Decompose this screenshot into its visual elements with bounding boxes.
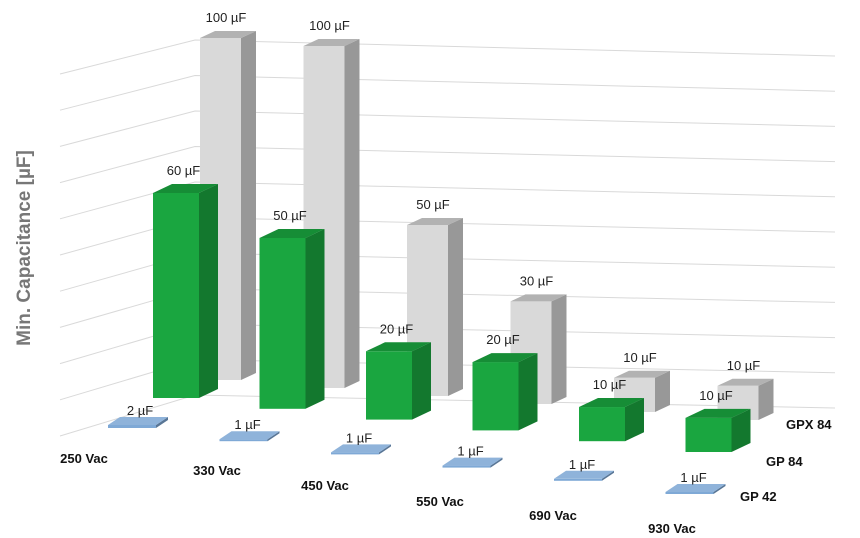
- data-label: 1 µF: [457, 444, 483, 459]
- series-label: GP 84: [766, 454, 803, 469]
- bar-front: [220, 439, 268, 441]
- data-label: 20 µF: [486, 332, 520, 347]
- bar-side: [241, 31, 256, 380]
- bar-side: [199, 184, 218, 398]
- data-label: 60 µF: [167, 163, 201, 178]
- data-label: 50 µF: [416, 197, 450, 212]
- bar-side: [412, 342, 431, 419]
- bar-front: [260, 238, 306, 409]
- series-labels: GPX 84 GP 84 GP 42: [740, 417, 832, 504]
- bar-front: [153, 193, 199, 398]
- data-label: 1 µF: [234, 417, 260, 432]
- category-label: 330 Vac: [193, 463, 241, 478]
- bar-gp-84: [153, 184, 218, 398]
- bar-gp-84: [473, 353, 538, 430]
- bar-gp-42: [331, 444, 391, 454]
- category-label: 250 Vac: [60, 451, 108, 466]
- bar-front: [666, 492, 714, 494]
- data-label: 20 µF: [380, 321, 414, 336]
- category-label: 450 Vac: [301, 478, 349, 493]
- data-label: 100 µF: [309, 18, 350, 33]
- gridline: [60, 40, 835, 74]
- bar-front: [331, 452, 379, 454]
- bar-gp-84: [260, 229, 325, 409]
- data-label: 100 µF: [206, 10, 247, 25]
- series-label: GPX 84: [786, 417, 832, 432]
- bar-front: [554, 479, 602, 481]
- bar-front: [686, 418, 732, 452]
- bar-front: [366, 351, 412, 419]
- bar-gp-42: [220, 431, 280, 441]
- gridline: [60, 76, 835, 111]
- category-label: 550 Vac: [416, 494, 464, 509]
- bar-front: [579, 407, 625, 441]
- bar-side: [345, 39, 360, 388]
- series-label: GP 42: [740, 489, 777, 504]
- data-label: 10 µF: [623, 350, 657, 365]
- data-label: 10 µF: [699, 388, 733, 403]
- bar-side: [519, 353, 538, 430]
- bar-side: [552, 294, 567, 404]
- data-label: 50 µF: [273, 208, 307, 223]
- bar-front: [108, 425, 156, 428]
- bar-gp-84: [579, 398, 644, 441]
- bars: [108, 31, 774, 494]
- category-labels: 250 Vac 330 Vac 450 Vac 550 Vac 690 Vac 930 V…: [60, 451, 696, 536]
- bar-gp-42: [443, 458, 503, 468]
- data-label: 1 µF: [680, 470, 706, 485]
- bar-gp-42: [554, 471, 614, 481]
- category-label: 930 Vac: [648, 521, 696, 536]
- bar-side: [655, 371, 670, 412]
- bar-side: [448, 218, 463, 396]
- bar-gp-84: [686, 409, 751, 452]
- bar-gp-42: [666, 484, 726, 494]
- data-label: 10 µF: [727, 358, 761, 373]
- bar-front: [443, 466, 491, 468]
- data-label: 30 µF: [520, 273, 554, 288]
- bar-side: [306, 229, 325, 409]
- category-label: 690 Vac: [529, 508, 577, 523]
- data-label: 2 µF: [127, 403, 153, 418]
- data-label: 10 µF: [593, 377, 627, 392]
- y-axis-label: Min. Capacitance [µF]: [14, 150, 35, 346]
- bar-side: [759, 379, 774, 420]
- data-label: 1 µF: [569, 457, 595, 472]
- bar-gp-84: [366, 342, 431, 419]
- gridline: [60, 111, 835, 146]
- bar-front: [473, 362, 519, 430]
- data-label: 1 µF: [346, 430, 372, 445]
